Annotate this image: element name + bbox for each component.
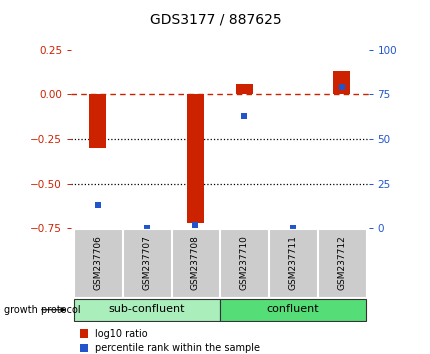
Bar [89, 94, 106, 148]
Bar [74, 299, 219, 321]
Point [289, 225, 296, 231]
Bar [219, 299, 365, 321]
Text: growth protocol: growth protocol [4, 305, 81, 315]
Point [191, 222, 198, 228]
Text: GSM237708: GSM237708 [190, 235, 200, 290]
Bar [317, 229, 365, 297]
Point [240, 113, 247, 119]
Point [143, 225, 150, 231]
Text: GDS3177 / 887625: GDS3177 / 887625 [149, 12, 281, 27]
Bar [268, 229, 316, 297]
Text: log10 ratio: log10 ratio [95, 329, 147, 339]
Bar [220, 229, 267, 297]
Bar [235, 84, 252, 94]
Text: GSM237711: GSM237711 [288, 235, 297, 290]
Text: confluent: confluent [266, 304, 319, 314]
Bar [171, 229, 219, 297]
Text: sub-confluent: sub-confluent [108, 304, 184, 314]
Point [94, 202, 101, 208]
Point [338, 84, 344, 90]
Text: GSM237707: GSM237707 [142, 235, 151, 290]
Bar [74, 229, 122, 297]
Bar [80, 330, 88, 338]
Bar [123, 229, 170, 297]
Bar [332, 71, 350, 94]
Text: percentile rank within the sample: percentile rank within the sample [95, 343, 259, 353]
Bar [187, 94, 203, 223]
Bar [80, 344, 88, 352]
Text: GSM237710: GSM237710 [239, 235, 248, 290]
Text: GSM237706: GSM237706 [93, 235, 102, 290]
Text: GSM237712: GSM237712 [336, 235, 345, 290]
